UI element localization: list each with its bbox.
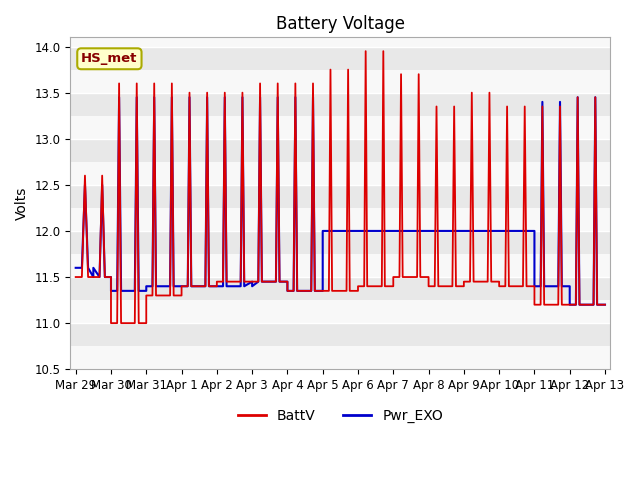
Pwr_EXO xyxy=(258,279,266,285)
BattV xyxy=(566,302,573,308)
Bar xyxy=(70,162,611,185)
Pwr_EXO xyxy=(601,302,609,308)
BattV xyxy=(255,279,262,285)
Pwr_EXO xyxy=(152,283,160,289)
BattV xyxy=(160,293,168,299)
Pwr_EXO xyxy=(237,283,244,289)
Title: Battery Voltage: Battery Voltage xyxy=(276,15,405,33)
Pwr_EXO xyxy=(113,288,121,294)
Legend: BattV, Pwr_EXO: BattV, Pwr_EXO xyxy=(232,403,449,429)
BattV xyxy=(72,274,79,280)
BattV xyxy=(425,283,433,289)
Bar xyxy=(70,24,611,47)
BattV xyxy=(362,48,369,54)
Bar xyxy=(70,300,611,323)
BattV xyxy=(107,320,115,326)
Line: Pwr_EXO: Pwr_EXO xyxy=(76,97,605,305)
Y-axis label: Volts: Volts xyxy=(15,187,29,220)
Bar xyxy=(70,116,611,139)
BattV xyxy=(95,274,103,280)
Line: BattV: BattV xyxy=(76,51,605,323)
Pwr_EXO xyxy=(166,283,174,289)
Pwr_EXO xyxy=(566,302,573,308)
Pwr_EXO xyxy=(72,265,79,271)
Text: HS_met: HS_met xyxy=(81,52,138,65)
BattV xyxy=(601,302,609,308)
Pwr_EXO xyxy=(115,95,123,100)
Bar xyxy=(70,70,611,93)
Pwr_EXO xyxy=(150,95,158,100)
Bar xyxy=(70,208,611,231)
Bar xyxy=(70,254,611,277)
Bar xyxy=(70,346,611,369)
BattV xyxy=(113,320,121,326)
